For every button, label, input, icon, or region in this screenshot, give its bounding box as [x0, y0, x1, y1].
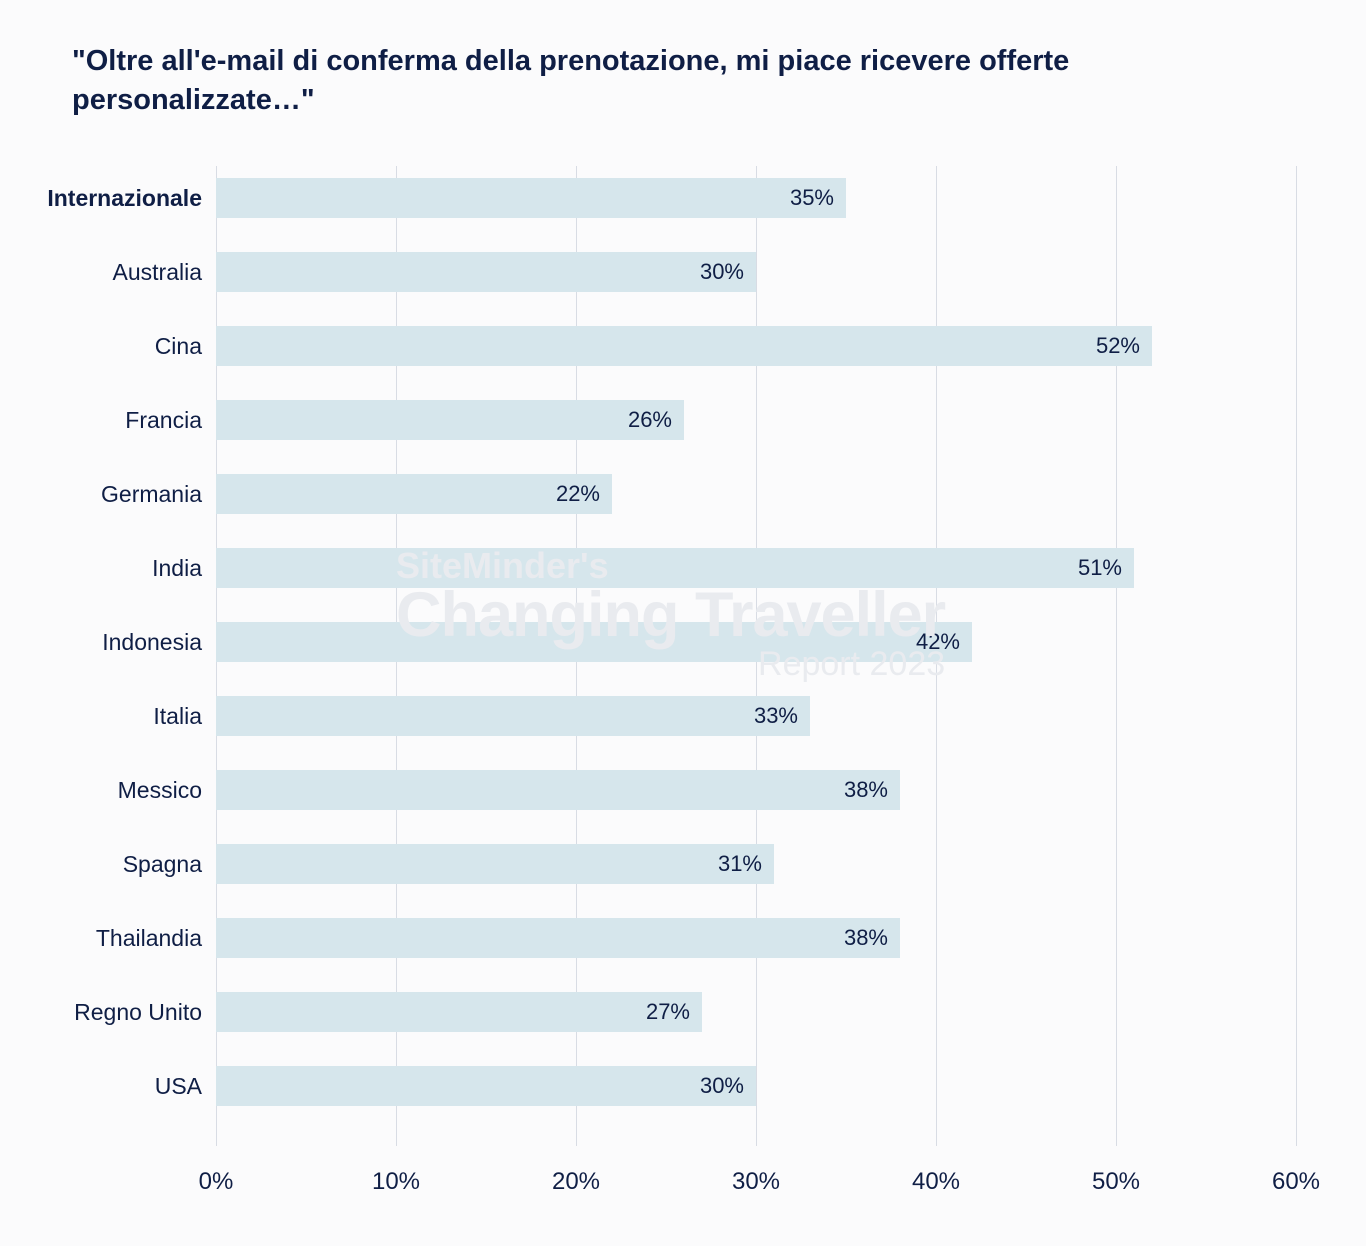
bar-value-label: 42%	[916, 629, 960, 655]
bar-value-label: 30%	[700, 1073, 744, 1099]
category-label: Italia	[153, 703, 216, 730]
bar	[216, 474, 612, 514]
x-axis-tick: 20%	[552, 1168, 600, 1196]
chart-title: "Oltre all'e-mail di conferma della pren…	[72, 42, 1102, 120]
bar-value-label: 22%	[556, 481, 600, 507]
bar-row: Francia26%	[216, 400, 1296, 440]
category-label: Indonesia	[102, 629, 216, 656]
bar-value-label: 35%	[790, 185, 834, 211]
bar	[216, 326, 1152, 366]
bar	[216, 548, 1134, 588]
bar-value-label: 27%	[646, 999, 690, 1025]
bar-row: Internazionale35%	[216, 178, 1296, 218]
bar	[216, 770, 900, 810]
bar-row: Australia30%	[216, 252, 1296, 292]
bar	[216, 992, 702, 1032]
bar-value-label: 30%	[700, 259, 744, 285]
bar-row: Germania22%	[216, 474, 1296, 514]
bar	[216, 178, 846, 218]
bar-row: Messico38%	[216, 770, 1296, 810]
bar-row: Thailandia38%	[216, 918, 1296, 958]
plot-area: 0%10%20%30%40%50%60%Internazionale35%Aus…	[216, 166, 1296, 1146]
gridline	[1296, 166, 1297, 1146]
bar	[216, 622, 972, 662]
bar-value-label: 26%	[628, 407, 672, 433]
bar	[216, 1066, 756, 1106]
category-label: Francia	[125, 407, 216, 434]
category-label: Spagna	[123, 851, 216, 878]
category-label: Cina	[155, 333, 216, 360]
x-axis-tick: 0%	[199, 1168, 234, 1196]
bar-row: USA30%	[216, 1066, 1296, 1106]
x-axis-tick: 40%	[912, 1168, 960, 1196]
bar	[216, 844, 774, 884]
bar-value-label: 51%	[1078, 555, 1122, 581]
bar	[216, 696, 810, 736]
x-axis-tick: 10%	[372, 1168, 420, 1196]
bar-row: India51%	[216, 548, 1296, 588]
bar-value-label: 31%	[718, 851, 762, 877]
bar-value-label: 38%	[844, 777, 888, 803]
x-axis-tick: 30%	[732, 1168, 780, 1196]
category-label: USA	[155, 1073, 216, 1100]
bar	[216, 918, 900, 958]
bar-row: Spagna31%	[216, 844, 1296, 884]
category-label: Australia	[113, 259, 216, 286]
category-label: Germania	[101, 481, 216, 508]
bar	[216, 400, 684, 440]
chart-canvas: "Oltre all'e-mail di conferma della pren…	[0, 0, 1366, 1246]
bar-row: Indonesia42%	[216, 622, 1296, 662]
bar-value-label: 33%	[754, 703, 798, 729]
bar-row: Cina52%	[216, 326, 1296, 366]
category-label: India	[152, 555, 216, 582]
x-axis-tick: 50%	[1092, 1168, 1140, 1196]
bar-row: Regno Unito27%	[216, 992, 1296, 1032]
category-label: Messico	[118, 777, 216, 804]
bar-value-label: 52%	[1096, 333, 1140, 359]
category-label: Regno Unito	[74, 999, 216, 1026]
bar-row: Italia33%	[216, 696, 1296, 736]
category-label: Internazionale	[47, 185, 216, 212]
x-axis-tick: 60%	[1272, 1168, 1320, 1196]
bar	[216, 252, 756, 292]
bar-value-label: 38%	[844, 925, 888, 951]
category-label: Thailandia	[96, 925, 216, 952]
